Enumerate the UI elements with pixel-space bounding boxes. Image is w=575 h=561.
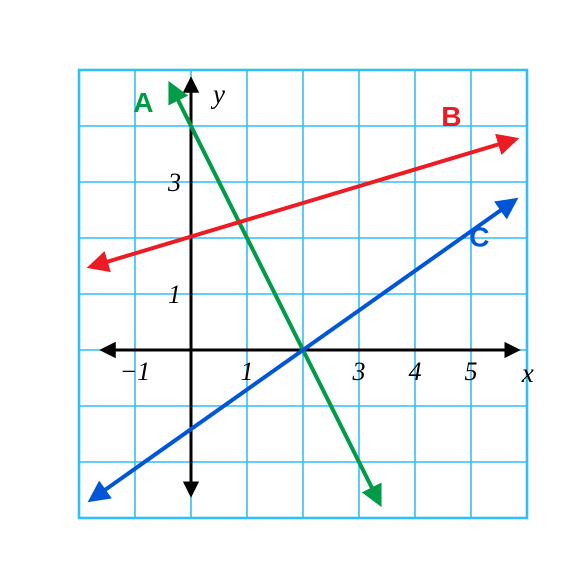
x-tick-label: 5 (465, 357, 478, 386)
y-tick-label: 1 (168, 280, 181, 309)
y-tick-label: 3 (167, 168, 181, 197)
x-axis-label: x (521, 358, 534, 388)
chart-svg: y x −1 1 3 4 5 1 3 A B C (0, 0, 575, 561)
coordinate-chart: y x −1 1 3 4 5 1 3 A B C (0, 0, 575, 561)
x-tick-label: 3 (352, 357, 366, 386)
line-label-B: B (441, 101, 461, 132)
x-tick-label: 1 (241, 357, 254, 386)
line-label-C: C (469, 221, 489, 252)
x-tick-label: −1 (120, 357, 151, 386)
y-axis-label: y (210, 79, 225, 109)
line-label-A: A (133, 87, 153, 118)
x-tick-label: 4 (409, 357, 422, 386)
